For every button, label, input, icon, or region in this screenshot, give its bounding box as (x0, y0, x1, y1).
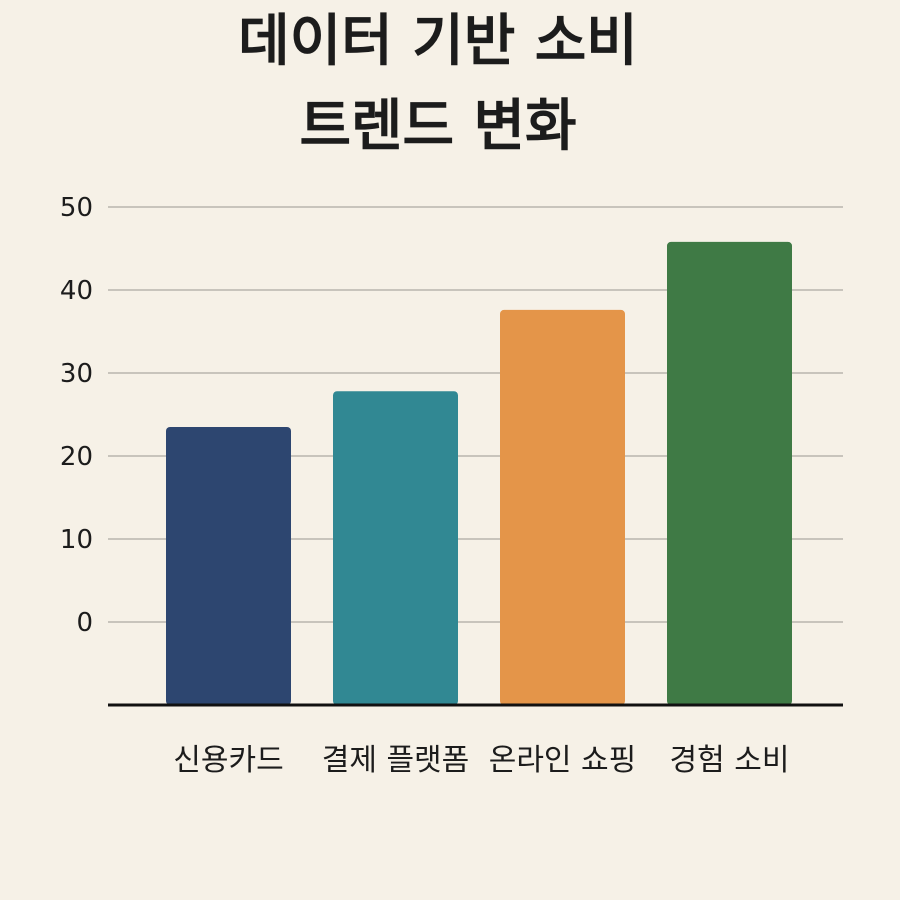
chart-title-line-2: 트렌드 변화 (299, 94, 576, 159)
x-category-label: 온라인 쇼핑 (489, 743, 637, 778)
y-tick-label: 20 (60, 442, 93, 472)
bar-3 (500, 309, 625, 705)
y-tick-label: 50 (60, 193, 93, 223)
chart-title-line-1: 데이터 기반 소비 (238, 9, 638, 74)
x-axis-labels: 신용카드 결제 플랫폼 온라인 쇼핑 경험 소비 (173, 743, 789, 778)
y-tick-label: 10 (60, 525, 93, 555)
x-category-label: 신용카드 (173, 743, 283, 778)
x-category-label: 경험 소비 (670, 743, 790, 778)
x-category-label: 결제 플랫폼 (322, 743, 470, 778)
y-axis-ticks: 0 10 20 30 40 50 (60, 193, 93, 638)
bar-4 (667, 241, 792, 706)
bar-2 (333, 391, 458, 705)
y-tick-label: 30 (60, 359, 93, 389)
y-tick-label: 40 (60, 276, 93, 306)
bars (166, 241, 792, 706)
y-tick-label: 0 (76, 608, 93, 638)
bar-1 (166, 426, 291, 705)
